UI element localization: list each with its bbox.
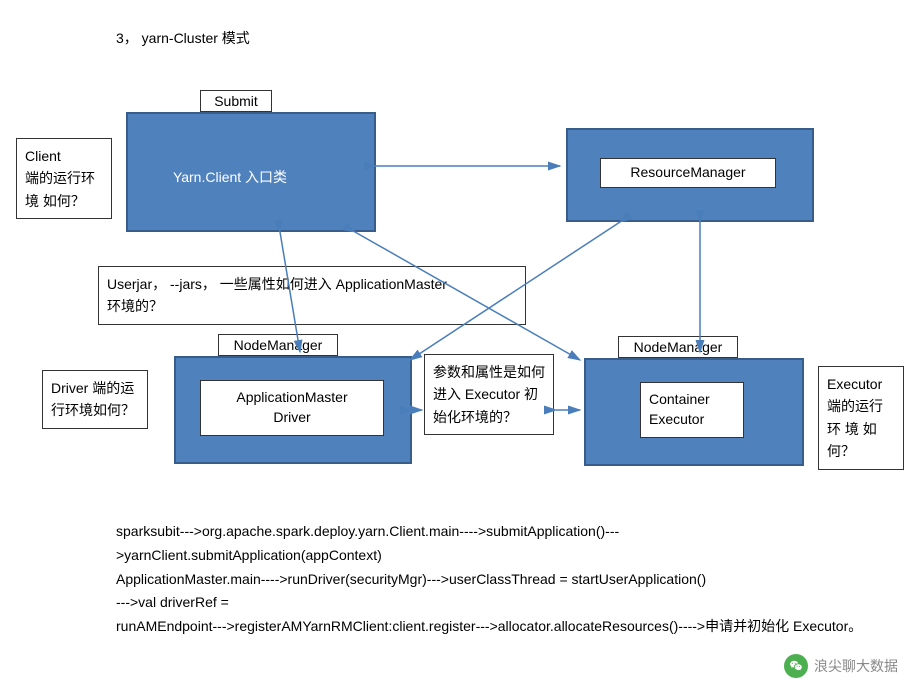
- driver-question-box: Driver 端的运行环境如何？: [42, 370, 148, 429]
- submit-label: Submit: [200, 90, 272, 112]
- param-question-box: 参数和属性是如何进入 Executor 初始化环境的？: [424, 354, 554, 435]
- diagram-title: 3， yarn-Cluster 模式: [116, 28, 250, 48]
- executor-question-box: Executor 端的运行环 境 如何？: [818, 366, 904, 470]
- bottom-trace-text: sparksubit--->org.apache.spark.deploy.ya…: [116, 520, 876, 639]
- container-inner: Container Executor: [640, 382, 744, 438]
- client-question-box: Client 端的运行环 境 如何？: [16, 138, 112, 219]
- userjar-question-box: Userjar， --jars， 一些属性如何进入 ApplicationMas…: [98, 266, 526, 325]
- watermark: 浪尖聊大数据: [784, 654, 898, 678]
- resource-manager-inner: ResourceManager: [600, 158, 776, 188]
- watermark-text: 浪尖聊大数据: [814, 656, 898, 676]
- yarn-client-inner: Yarn.Client 入口类: [150, 164, 310, 192]
- wechat-icon: [784, 654, 808, 678]
- nodemanager1-label: NodeManager: [218, 334, 338, 356]
- nodemanager2-label: NodeManager: [618, 336, 738, 358]
- appmaster-inner: ApplicationMaster Driver: [200, 380, 384, 436]
